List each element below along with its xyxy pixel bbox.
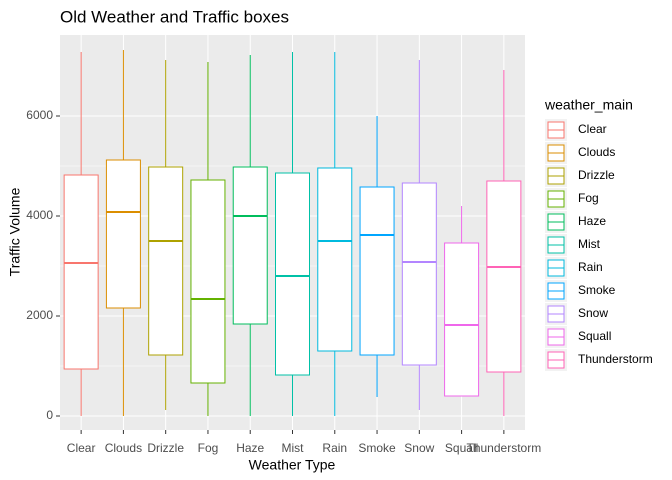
x-tick-label: Fog xyxy=(198,441,219,455)
box xyxy=(105,159,141,309)
box xyxy=(401,182,437,366)
box xyxy=(317,167,353,352)
y-tick-label: 6000 xyxy=(26,108,53,122)
y-tick-label: 0 xyxy=(46,408,53,422)
x-tick-label: Smoke xyxy=(358,441,396,455)
legend-entry: Squall xyxy=(578,329,611,343)
chart-title: Old Weather and Traffic boxes xyxy=(60,7,289,26)
legend-entry: Drizzle xyxy=(578,168,615,182)
box xyxy=(190,179,226,384)
box xyxy=(232,166,268,325)
legend-title: weather_main xyxy=(544,97,633,113)
x-tick-label: Rain xyxy=(322,441,347,455)
x-tick-label: Drizzle xyxy=(147,441,184,455)
legend-entry: Clouds xyxy=(578,145,615,159)
x-tick-label: Snow xyxy=(404,441,434,455)
legend-entry: Smoke xyxy=(578,283,616,297)
y-tick-label: 2000 xyxy=(26,308,53,322)
legend-entry: Rain xyxy=(578,260,603,274)
box xyxy=(275,172,310,376)
box xyxy=(359,186,395,356)
box xyxy=(63,174,99,370)
x-tick-label: Squall xyxy=(445,441,478,455)
legend-entry: Clear xyxy=(578,122,607,136)
x-tick-label: Mist xyxy=(282,441,305,455)
box xyxy=(486,180,522,373)
x-tick-label: Thunderstorm xyxy=(467,441,542,455)
x-tick-label: Clear xyxy=(67,441,96,455)
legend-entry: Mist xyxy=(578,237,601,251)
legend-entry: Fog xyxy=(578,191,599,205)
x-tick-label: Haze xyxy=(236,441,264,455)
legend-entry: Haze xyxy=(578,214,606,228)
y-axis-title: Traffic Volume xyxy=(7,187,23,276)
x-axis-title: Weather Type xyxy=(249,457,336,473)
y-tick-label: 4000 xyxy=(26,208,53,222)
box xyxy=(444,242,480,397)
legend-entry: Snow xyxy=(578,306,608,320)
box xyxy=(148,166,184,356)
x-tick-label: Clouds xyxy=(105,441,142,455)
legend-entry: Thunderstorm xyxy=(578,352,653,366)
